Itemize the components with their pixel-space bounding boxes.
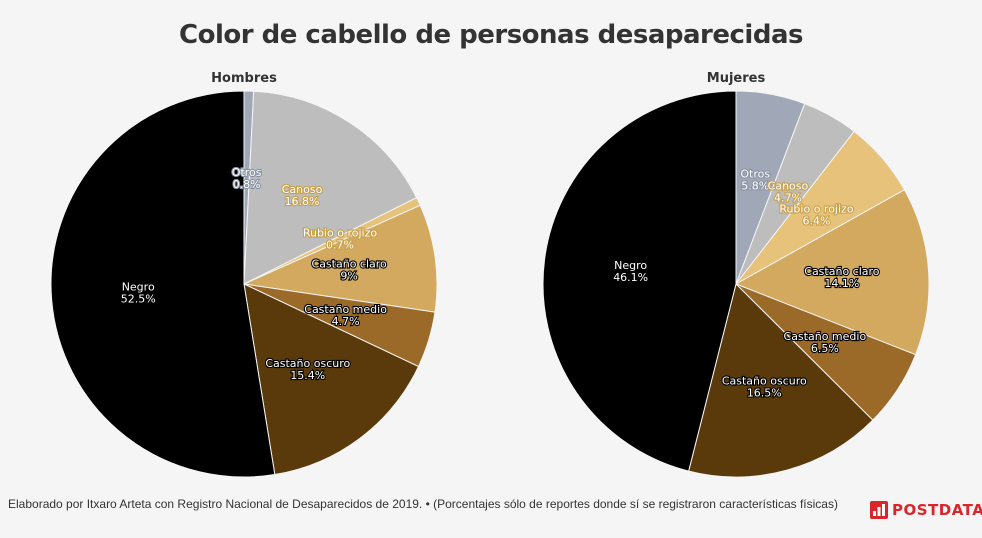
slice-label-castano-oscuro: Castaño oscuro 16.5% <box>722 374 807 399</box>
slice-label-canoso: Canoso 4.7% <box>768 179 809 204</box>
slice-label-rubio-o-rojizo: Rubio o rojizo 0.7% <box>303 227 378 252</box>
slice-label-otros: Otros 0.8% <box>232 166 262 191</box>
postdata-logo: POSTDATA <box>870 500 982 520</box>
slice-label-castano-oscuro: Castaño oscuro 15.4% <box>265 357 350 382</box>
slice-castano-oscuro <box>688 283 874 478</box>
brand-name: POSTDATA <box>892 501 982 519</box>
slice-labels: Otros 5.8%Canoso 4.7%Rubio o rojizo 6.4% Cas… <box>612 167 881 401</box>
footer-source-note: Elaborado por Itxaro Arteta con Registro… <box>8 497 838 511</box>
pie-title: Hombres <box>211 71 277 86</box>
slice-castano-claro <box>242 204 438 313</box>
bar-chart-icon <box>870 501 888 519</box>
slice-label-castano-claro: Castaño claro 9% <box>312 258 388 283</box>
slice-label-negro: Negro 46.1% <box>613 259 648 284</box>
slice-label-castano-claro: Castaño claro 14.1% <box>804 265 880 290</box>
slice-label-castano-medio: Castaño medio 4.7% <box>304 303 387 328</box>
slice-label-castano-medio: Castaño medio 6.5% <box>784 330 867 355</box>
pie-mujeres: Mujeres Otros 5.8%Canoso 4.7%Rubio o rojizo… <box>542 71 930 478</box>
slice-label-canoso: Canoso 16.8% <box>282 183 323 208</box>
slice-labels: Otros 0.8% Canoso 16.8% Rubio o rojizo 0.7% Ca… <box>120 165 389 383</box>
chart-title: Color de cabello de personas desaparecid… <box>179 20 803 50</box>
slice-negro <box>50 90 276 478</box>
pie-title: Mujeres <box>707 71 766 86</box>
slice-label-negro: Negro 52.5% <box>121 281 156 306</box>
slice-negro <box>542 90 737 472</box>
slice-canoso <box>243 90 418 285</box>
slice-castano-claro <box>734 189 930 356</box>
pie-hombres: Hombres Otros 0.8% Canoso 16.8% Rubio o rojiz… <box>50 71 438 478</box>
slice-castano-oscuro <box>243 283 420 476</box>
slice-label-rubio-o-rojizo: Rubio o rojizo 6.4% <box>779 203 854 228</box>
slice-label-otros: Otros 5.8% <box>740 168 770 193</box>
